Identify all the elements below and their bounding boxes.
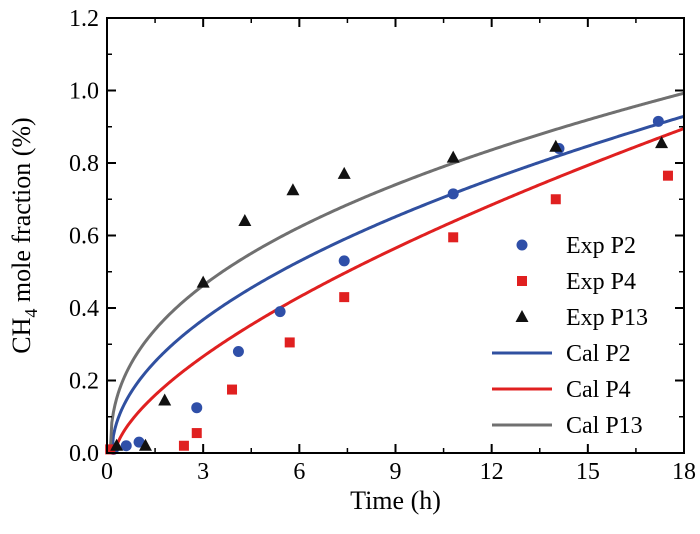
y-tick-label: 0.6 — [69, 224, 99, 250]
data-point-exp-p4 — [191, 428, 202, 439]
data-point-exp-p4 — [339, 292, 350, 303]
data-point-exp-p13 — [110, 438, 124, 451]
x-tick-label: 9 — [390, 459, 402, 485]
y-axis-title-subscript: 4 — [21, 309, 41, 318]
legend-label-cal-p4: Cal P4 — [566, 377, 631, 403]
x-tick-label: 6 — [293, 459, 305, 485]
legend-label-exp-p2: Exp P2 — [566, 233, 636, 259]
data-point-exp-p4 — [178, 440, 189, 451]
y-tick-label: 0.0 — [69, 441, 99, 467]
data-point-exp-p4 — [550, 194, 561, 205]
data-point-exp-p2 — [652, 115, 664, 127]
legend-swatch-exp-p2 — [516, 239, 528, 251]
y-tick-label: 0.4 — [69, 296, 99, 322]
y-tick-label: 1.0 — [69, 79, 99, 105]
legend-label-cal-p2: Cal P2 — [566, 341, 631, 367]
data-point-exp-p13 — [549, 139, 563, 152]
legend-label-cal-p13: Cal P13 — [566, 413, 643, 439]
series-line-cal-p4 — [113, 127, 685, 454]
data-point-exp-p4 — [448, 232, 459, 243]
data-point-exp-p13 — [337, 166, 351, 179]
x-tick-label: 18 — [672, 459, 696, 485]
data-point-exp-p2 — [191, 402, 203, 414]
axis-tick-labels: 0 3 6 9 12 15 18 0.0 0.2 0.4 0.6 0.8 1.0 1.2 — [69, 6, 696, 485]
data-point-exp-p2 — [338, 255, 350, 267]
plot-markers — [105, 115, 673, 455]
legend-swatch-exp-p13 — [515, 310, 529, 322]
data-point-exp-p2 — [447, 188, 459, 200]
x-tick-label: 0 — [101, 459, 113, 485]
y-tick-label: 0.8 — [69, 151, 99, 177]
data-point-exp-p2 — [120, 440, 132, 452]
axis-ticks — [106, 17, 685, 454]
data-point-exp-p2 — [133, 436, 145, 448]
y-tick-label: 0.2 — [69, 369, 99, 395]
y-tick-label: 1.2 — [69, 6, 99, 32]
data-point-exp-p13 — [196, 275, 210, 288]
data-point-exp-p4 — [662, 170, 673, 181]
y-axis-title-main: CH — [7, 317, 36, 353]
data-point-exp-p4 — [284, 337, 295, 348]
x-axis-title: Time (h) — [350, 486, 441, 515]
x-tick-label: 15 — [576, 459, 600, 485]
data-point-exp-p13 — [286, 183, 300, 196]
data-point-exp-p2 — [274, 306, 286, 318]
data-point-exp-p13 — [446, 150, 460, 163]
data-point-exp-p4 — [105, 444, 116, 455]
data-point-exp-p13 — [238, 214, 252, 226]
legend-label-exp-p13: Exp P13 — [566, 305, 648, 331]
legend-swatch-exp-p4 — [517, 276, 527, 286]
x-tick-label: 12 — [480, 459, 504, 485]
y-axis-title-rest: mole fraction (%) — [7, 117, 36, 308]
series-line-cal-p2 — [110, 114, 685, 454]
data-point-exp-p4 — [227, 384, 238, 395]
legend: Exp P2 Exp P4 Exp P13 Cal P2 Cal P4 Cal P13 — [492, 233, 648, 439]
data-point-exp-p13 — [158, 393, 172, 406]
y-axis-title: CH4 mole fraction (%) — [7, 117, 41, 353]
legend-label-exp-p4: Exp P4 — [566, 269, 636, 295]
data-point-exp-p13 — [655, 136, 669, 149]
x-tick-label: 3 — [197, 459, 209, 485]
data-point-exp-p2 — [232, 346, 244, 357]
data-point-exp-p13 — [138, 438, 152, 451]
